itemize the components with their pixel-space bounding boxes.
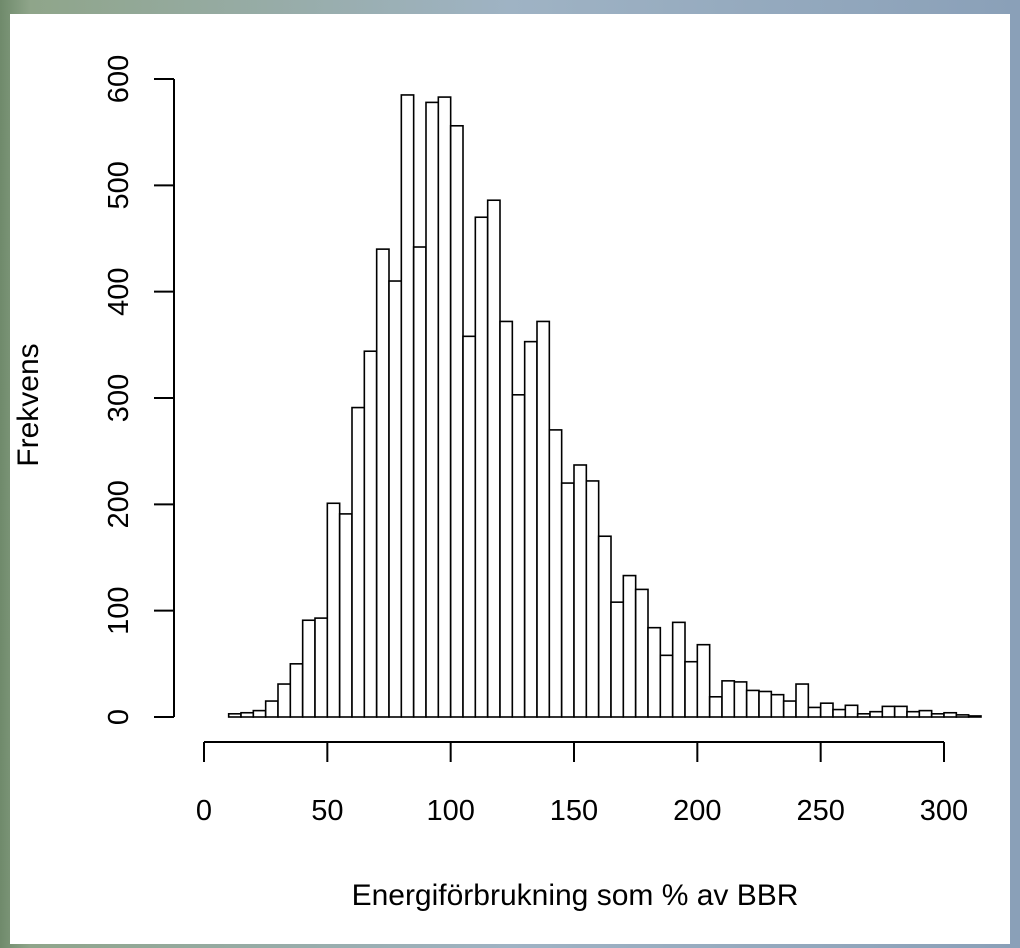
histogram-bar: [315, 618, 327, 717]
histogram-bar: [623, 576, 635, 717]
histogram-bar: [611, 602, 623, 717]
histogram-bar: [734, 682, 746, 717]
histogram-bar: [944, 713, 956, 717]
histogram-bar: [808, 707, 820, 717]
histogram-bar: [895, 706, 907, 717]
histogram-bar: [648, 628, 660, 717]
histogram-bar: [463, 336, 475, 717]
y-axis-label: Frekvens: [12, 343, 45, 466]
y-tick-label: 100: [103, 586, 135, 634]
y-tick-label: 500: [103, 161, 135, 209]
x-tick-label: 300: [920, 795, 968, 827]
histogram-bar: [451, 126, 463, 717]
histogram-bar: [969, 716, 981, 717]
histogram-bar: [562, 483, 574, 717]
histogram-bar: [882, 706, 894, 717]
histogram-bar: [870, 712, 882, 717]
histogram-bar: [673, 622, 685, 717]
y-tick-label: 300: [103, 374, 135, 422]
histogram-bar: [858, 714, 870, 717]
histogram-bar: [907, 712, 919, 717]
histogram-bar: [574, 465, 586, 717]
x-axis-label: Energiförbrukning som % av BBR: [352, 879, 799, 912]
histogram-bar: [278, 684, 290, 717]
histogram-bar: [919, 711, 931, 717]
histogram-bar: [722, 681, 734, 717]
histogram-bar: [241, 713, 253, 717]
histogram-bar: [229, 714, 241, 717]
histogram-bar: [525, 342, 537, 717]
histogram-bar: [771, 695, 783, 717]
histogram-bar: [932, 714, 944, 717]
y-tick-label: 600: [103, 55, 135, 103]
histogram-bar: [512, 395, 524, 717]
histogram-bar: [685, 662, 697, 717]
histogram-bar: [549, 430, 561, 717]
y-axis: 0 100 200 300 400 500 600: [103, 55, 174, 725]
histogram-bar: [327, 503, 339, 717]
histogram-bar: [303, 620, 315, 717]
histogram-bar: [956, 715, 968, 717]
histogram-bar: [796, 684, 808, 717]
histogram-bar: [266, 701, 278, 717]
histogram-bar: [697, 645, 709, 717]
histogram-bar: [710, 697, 722, 717]
x-tick-label: 100: [426, 795, 474, 827]
histogram-bar: [821, 703, 833, 717]
x-tick-label: 0: [196, 795, 212, 827]
histogram-bar: [401, 95, 413, 717]
histogram-bar: [488, 200, 500, 717]
histogram-bar: [747, 690, 759, 717]
histogram-bar: [660, 655, 672, 717]
histogram-bar: [537, 321, 549, 717]
histogram-bar: [414, 247, 426, 717]
x-tick-label: 50: [311, 795, 343, 827]
histogram-bar: [389, 281, 401, 717]
histogram-bars: [229, 95, 981, 717]
histogram-bar: [426, 102, 438, 717]
histogram-bar: [475, 217, 487, 717]
x-axis: 0 50 100 150 200 250 300: [196, 742, 968, 827]
x-tick-label: 150: [550, 795, 598, 827]
histogram-bar: [340, 514, 352, 717]
histogram-bar: [364, 351, 376, 717]
x-tick-label: 200: [673, 795, 721, 827]
histogram-bar: [438, 97, 450, 717]
y-tick-label: 0: [103, 709, 135, 725]
histogram-bar: [636, 589, 648, 717]
histogram-bar: [784, 701, 796, 717]
histogram-bar: [500, 321, 512, 717]
histogram-bar: [833, 710, 845, 717]
histogram-bar: [253, 711, 265, 717]
y-tick-label: 200: [103, 480, 135, 528]
histogram-bar: [377, 249, 389, 717]
histogram-bar: [599, 536, 611, 717]
histogram-bar: [586, 481, 598, 717]
histogram-bar: [290, 664, 302, 717]
histogram-bar: [845, 705, 857, 717]
y-tick-label: 400: [103, 267, 135, 315]
histogram-bar: [352, 408, 364, 717]
x-tick-label: 250: [796, 795, 844, 827]
histogram-bar: [759, 691, 771, 717]
